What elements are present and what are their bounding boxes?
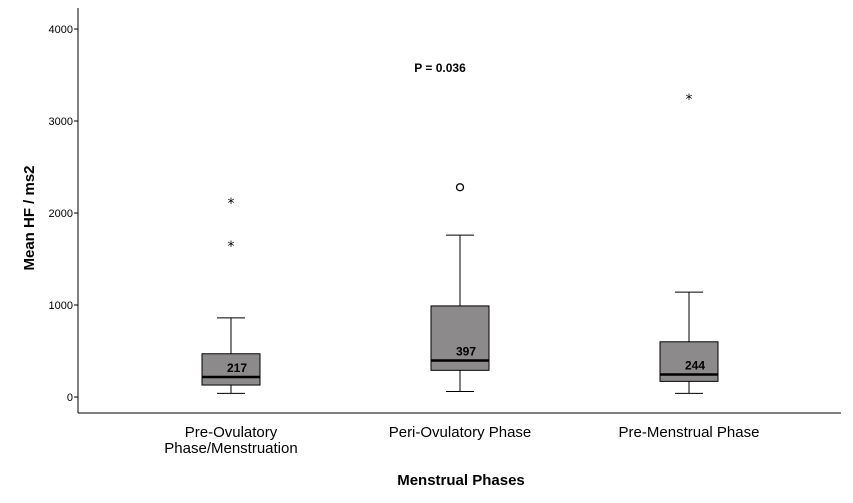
y-axis-title: Mean HF / ms2 bbox=[21, 165, 38, 270]
y-tick-label: 1000 bbox=[49, 300, 73, 312]
outlier-star-marker: * bbox=[228, 196, 235, 212]
p-value-annotation: P = 0.036 bbox=[414, 61, 466, 75]
median-label: 397 bbox=[456, 344, 476, 358]
median-label: 217 bbox=[227, 361, 247, 375]
outlier-star-marker: * bbox=[686, 92, 693, 108]
outlier-circle-marker bbox=[455, 183, 465, 192]
x-axis-title: Menstrual Phases bbox=[397, 472, 525, 489]
x-category-label-line: Pre-Menstrual Phase bbox=[619, 424, 760, 441]
box-3: 244 * bbox=[659, 92, 719, 394]
x-category-label-line: Phase/Menstruation bbox=[164, 440, 297, 457]
y-tick-label: 0 bbox=[67, 392, 73, 404]
x-category-label-line: Pre-Ovulatory bbox=[185, 424, 278, 441]
boxes: 217 * * 397 244 * bbox=[201, 92, 719, 394]
x-category-label: Pre-Ovulatory Phase/Menstruation bbox=[164, 424, 297, 457]
box-1: 217 * * bbox=[201, 196, 261, 394]
outlier-star-marker: * bbox=[228, 239, 235, 255]
x-category-label-line: Peri-Ovulatory Phase bbox=[389, 424, 532, 441]
x-axis-category-labels: Pre-Ovulatory Phase/Menstruation Peri-Ovul… bbox=[164, 424, 759, 457]
y-tick-label: 3000 bbox=[49, 116, 73, 128]
median-label: 244 bbox=[685, 359, 705, 373]
axes bbox=[77, 8, 841, 414]
x-category-label: Peri-Ovulatory Phase bbox=[389, 424, 532, 441]
iqr-box bbox=[201, 353, 261, 386]
y-axis-ticks: 0 1000 2000 3000 4000 bbox=[49, 24, 78, 404]
y-tick-label: 4000 bbox=[49, 24, 73, 36]
box-2: 397 bbox=[430, 183, 490, 392]
x-category-label: Pre-Menstrual Phase bbox=[619, 424, 760, 441]
y-tick-label: 2000 bbox=[49, 208, 73, 220]
